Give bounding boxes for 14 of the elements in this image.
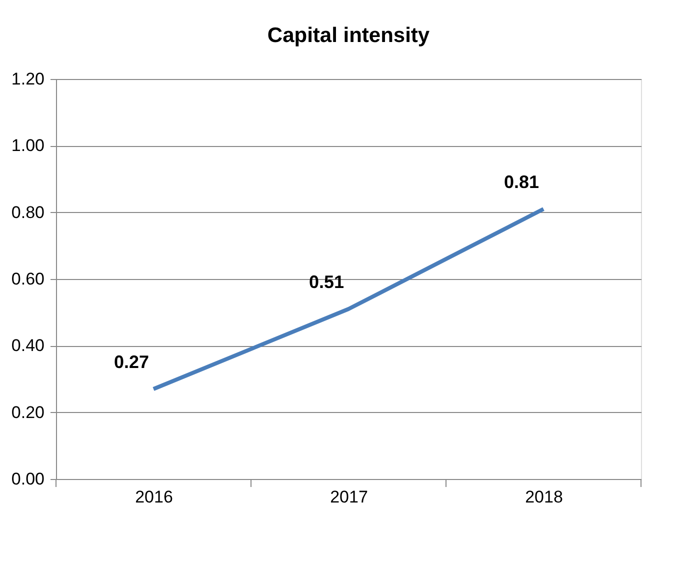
x-tick-label: 2018 [525,488,563,506]
data-label: 0.51 [308,272,344,292]
y-tick-label: 0.40 [11,336,44,356]
y-tick-label: 1.00 [11,136,44,156]
x-tick-label: 2016 [135,488,173,506]
y-tick-label: 0.00 [11,470,44,488]
data-label: 0.81 [504,172,540,192]
data-label: 0.27 [114,352,150,372]
x-tick-label: 2017 [330,488,368,506]
y-tick-label: 0.20 [11,402,44,422]
y-tick-label: 0.60 [11,270,44,288]
y-tick-label: 0.80 [11,202,44,222]
y-tick-label: 1.20 [11,70,44,88]
chart-title: Capital intensity [267,24,430,47]
